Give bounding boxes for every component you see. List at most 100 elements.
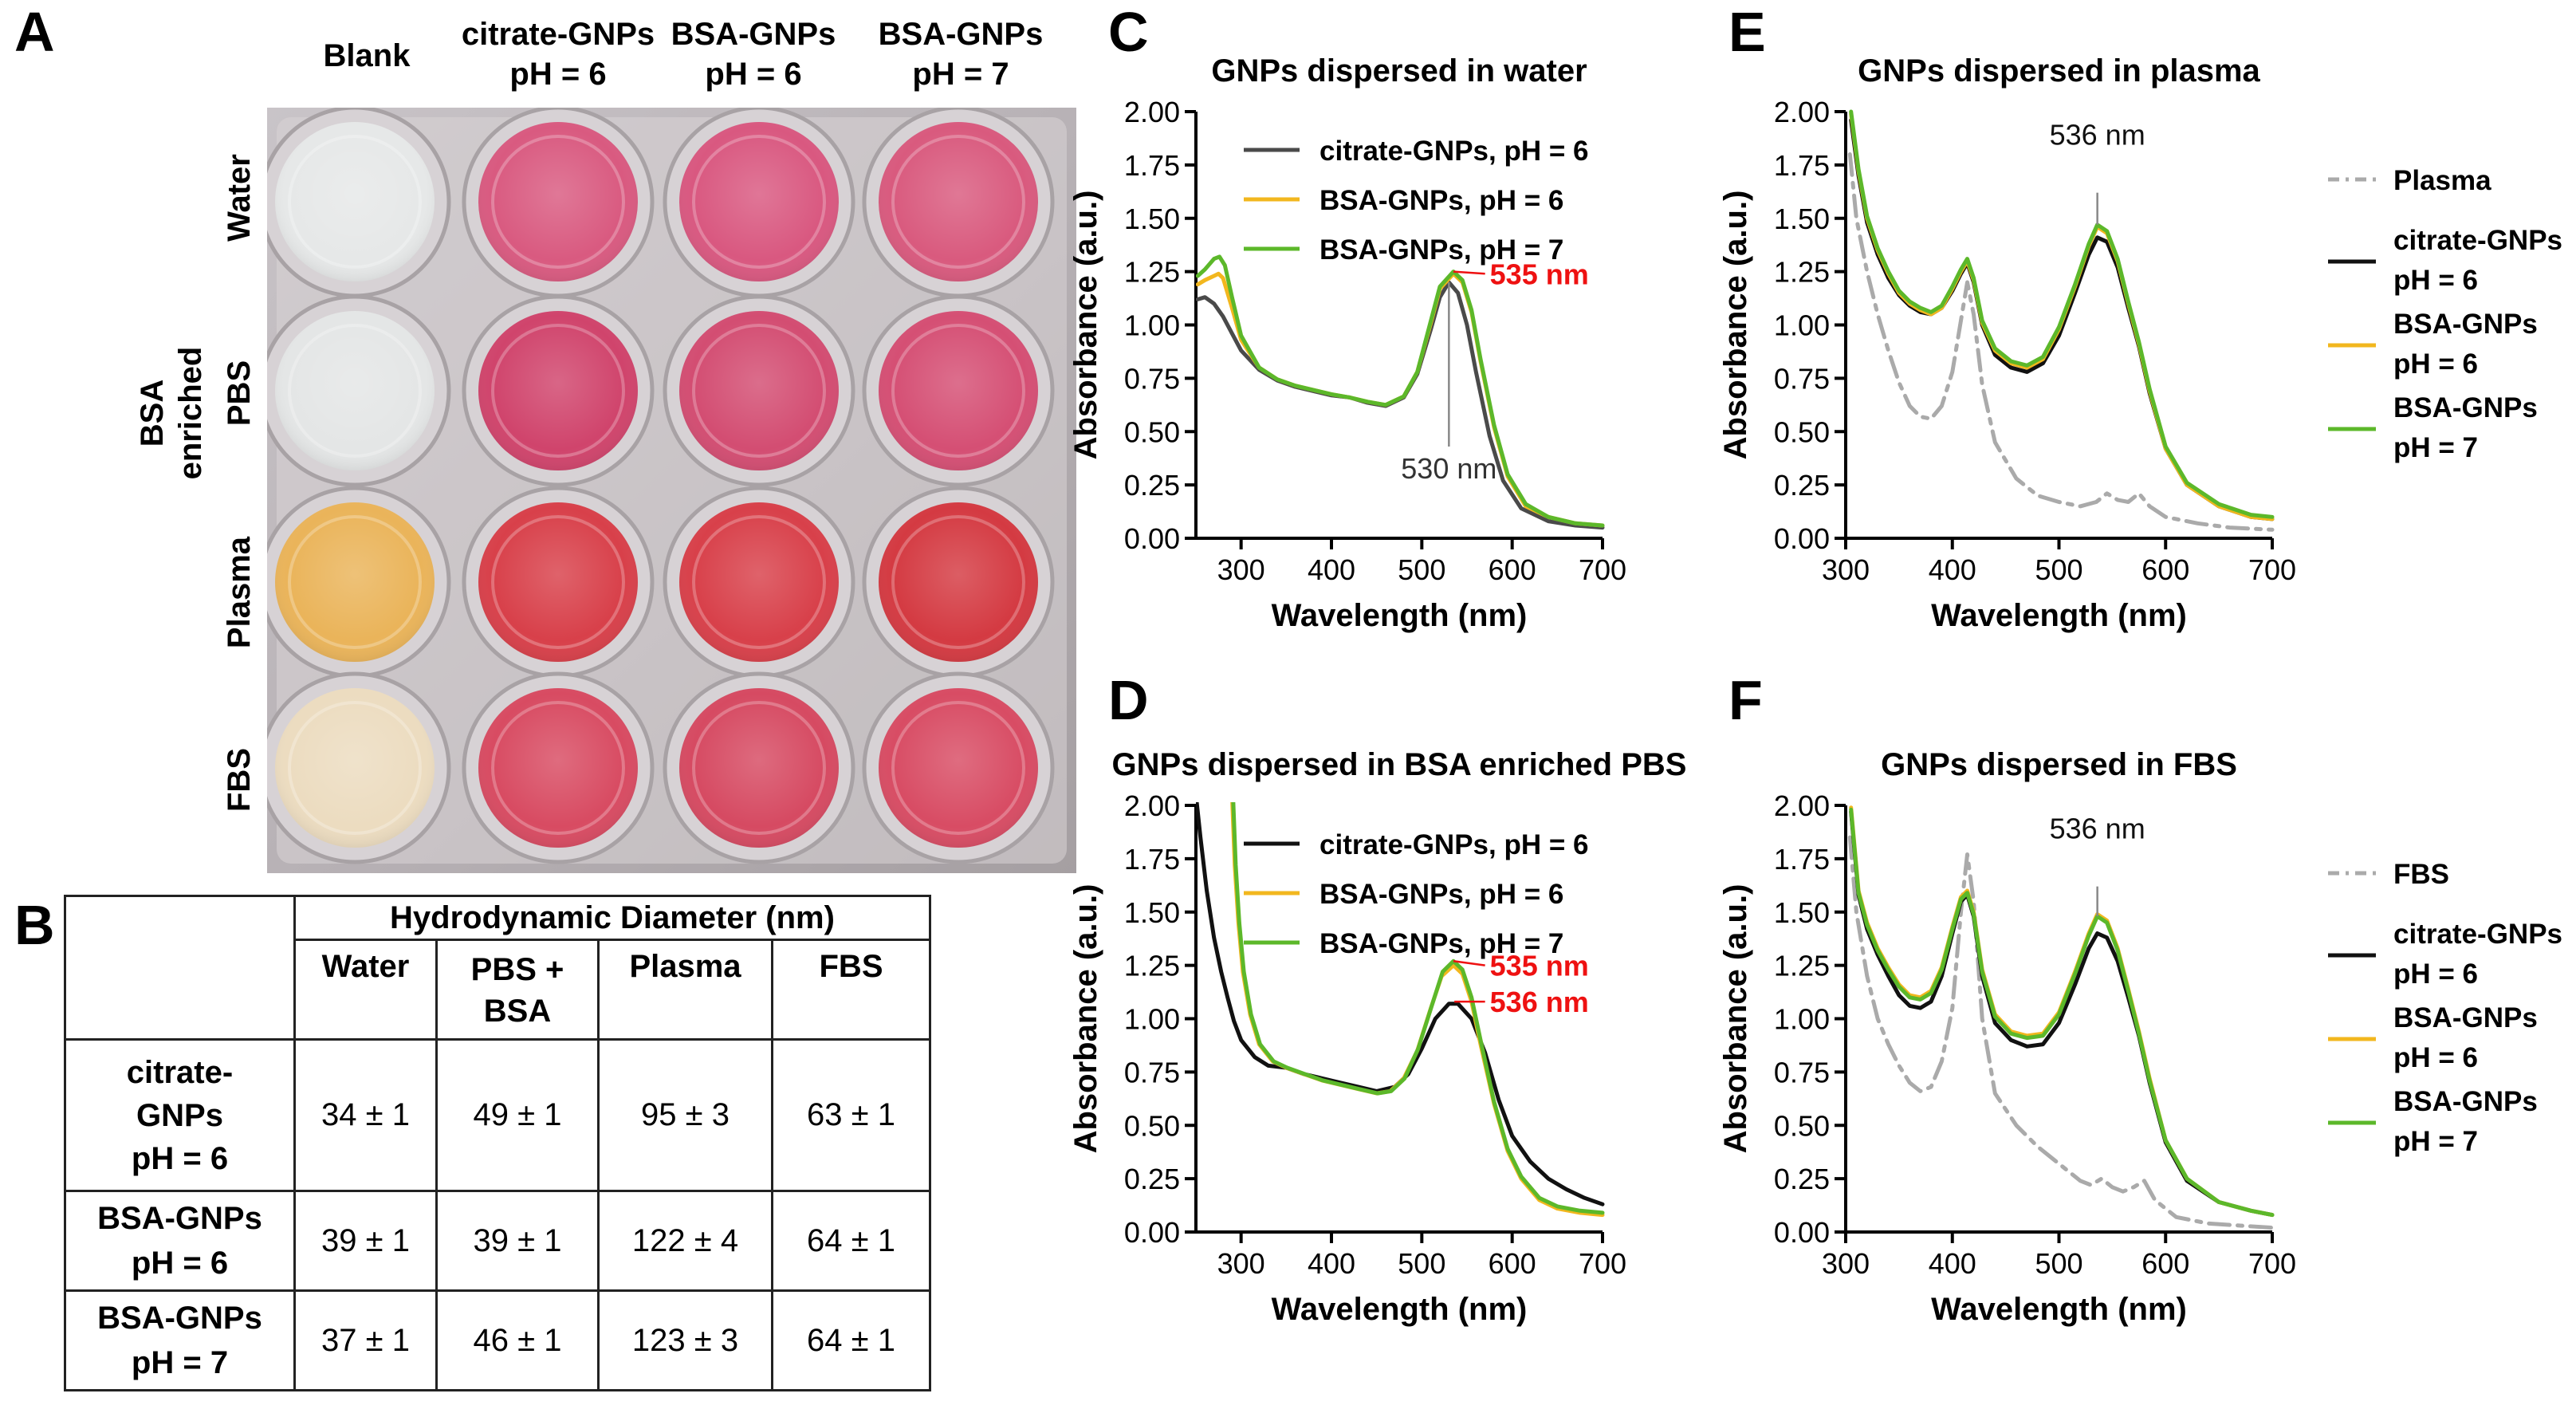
series-line [1847,835,2275,1230]
x-axis-label: Wavelength (nm) [1272,1292,1528,1327]
table-cell: 95 ± 3 [597,1038,773,1192]
y-tick-label: 1.00 [1774,1003,1830,1036]
x-tick-label: 300 [1822,1247,1870,1280]
y-axis-label: Absorbance (a.u.) [1068,191,1103,460]
y-tick-label: 0.75 [1124,362,1180,395]
chart-title: GNPs dispersed in FBS [1881,747,2237,782]
table-corner [64,895,296,1041]
panel-label-b: B [14,894,55,956]
y-tick-label: 2.00 [1124,96,1180,128]
legend-label: BSA-GNPs, pH = 7 [1319,928,1563,959]
x-tick-label: 300 [1217,553,1265,586]
y-tick-label: 0.50 [1774,415,1830,448]
y-tick-label: 1.75 [1124,149,1180,182]
series-line [1847,152,2275,532]
photo-row-label-pbs: PBS [222,360,257,427]
y-tick-label: 0.00 [1124,1216,1180,1249]
x-tick-label: 500 [1398,1247,1445,1280]
legend-label: citrate-GNPs pH = 6 [2393,919,2562,990]
table-cell: 39 ± 1 [293,1190,438,1292]
table-col-header: Water [293,939,438,1041]
legend-label: citrate-GNPs pH = 6 [2393,225,2562,296]
legend-label: Plasma [2393,165,2491,196]
legend-label: BSA-GNPs, pH = 6 [1319,879,1563,910]
photo-row-label-fbs: FBS [222,748,257,812]
table-cell: 64 ± 1 [771,1190,931,1292]
y-tick-label: 2.00 [1774,96,1830,128]
panel-label-e: E [1728,1,1766,63]
panel-label-d: D [1108,669,1149,731]
x-tick-label: 500 [2035,1247,2082,1280]
chart-title: GNPs dispersed in plasma [1858,53,2260,89]
legend-label: BSA-GNPs pH = 6 [2393,1002,2538,1073]
y-tick-label: 1.75 [1774,843,1830,876]
table-row-label: BSA-GNPs pH = 7 [64,1289,296,1391]
x-tick-label: 300 [1822,553,1870,586]
annotation-label: 535 nm [1490,258,1589,290]
x-tick-label: 500 [2035,553,2082,586]
y-tick-label: 1.75 [1774,149,1830,182]
series-line [1196,280,1605,530]
annotation-label: 530 nm [1401,452,1496,485]
series-line [1231,802,1605,1215]
panel-label-c: C [1108,1,1149,63]
legend-label: BSA-GNPs pH = 7 [2393,392,2538,463]
y-tick-label: 1.50 [1124,203,1180,235]
table-row: citrate- GNPs pH = 6 34 ± 1 49 ± 1 95 ± … [64,1038,931,1192]
y-tick-label: 1.00 [1124,1003,1180,1036]
photo-col-label-bsa-ph6: BSA-GNPs pH = 6 [671,17,836,92]
chart-title: GNPs dispersed in BSA enriched PBS [1112,747,1687,782]
y-tick-label: 0.75 [1774,1056,1830,1088]
x-tick-label: 600 [2141,553,2189,586]
y-tick-label: 0.25 [1124,1163,1180,1195]
table-header-title: Hydrodynamic Diameter (nm) [293,895,931,941]
y-tick-label: 1.50 [1774,896,1830,929]
photo-row-label-bsa-enriched: BSA enriched [135,346,208,480]
chart-f-fbs: GNPs dispersed in FBS 0.00 0.25 0.50 0.75 1.0… [1718,747,2562,1327]
legend-label: BSA-GNPs pH = 7 [2393,1086,2538,1157]
table-cell: 122 ± 4 [597,1190,773,1292]
y-tick-label: 0.00 [1774,1216,1830,1249]
table-row-label: citrate- GNPs pH = 6 [64,1038,296,1192]
y-tick-label: 0.50 [1124,415,1180,448]
y-tick-label: 2.00 [1124,789,1180,822]
series-line [1849,809,2275,1218]
photo-row-label-water: Water [222,154,257,242]
legend-label: FBS [2393,859,2449,890]
y-tick-label: 1.25 [1124,950,1180,982]
panel-label-f: F [1728,669,1763,731]
chart-e-plasma: GNPs dispersed in plasma 0.00 0.25 0.50 0.75… [1718,53,2562,633]
y-tick-label: 1.00 [1124,309,1180,342]
photo-col-label-citrate: citrate-GNPs pH = 6 [461,17,655,92]
table-cell: 46 ± 1 [435,1289,600,1391]
table-cell: 123 ± 3 [597,1289,773,1391]
y-tick-label: 0.25 [1774,469,1830,502]
y-axis-label: Absorbance (a.u.) [1718,191,1753,460]
photo-col-label-bsa-ph7: BSA-GNPs pH = 7 [878,17,1044,92]
chart-d-bsa-pbs: GNPs dispersed in BSA enriched PBS 0.00 0.… [1068,747,1687,1327]
x-axis-label: Wavelength (nm) [1272,598,1528,633]
table-row: BSA-GNPs pH = 6 39 ± 1 39 ± 1 122 ± 4 64… [64,1190,931,1292]
legend-label: BSA-GNPs, pH = 7 [1319,234,1563,266]
x-tick-label: 700 [2248,1247,2296,1280]
annotation-leader [1453,960,1485,966]
table-cell: 63 ± 1 [771,1038,931,1192]
legend-label: citrate-GNPs, pH = 6 [1319,829,1588,860]
series-line [1196,254,1605,528]
x-tick-label: 400 [1308,1247,1355,1280]
table-row: BSA-GNPs pH = 7 37 ± 1 46 ± 1 123 ± 3 64… [64,1289,931,1391]
y-axis-label: Absorbance (a.u.) [1068,884,1103,1154]
y-tick-label: 1.50 [1774,203,1830,235]
legend-label: BSA-GNPs, pH = 6 [1319,185,1563,216]
y-tick-label: 0.25 [1124,469,1180,502]
y-axis-label: Absorbance (a.u.) [1718,884,1753,1154]
y-tick-label: 0.50 [1774,1109,1830,1142]
y-tick-label: 0.00 [1124,522,1180,555]
x-tick-label: 600 [2141,1247,2189,1280]
y-tick-label: 1.25 [1774,950,1830,982]
x-tick-label: 700 [1579,1247,1626,1280]
y-tick-label: 0.50 [1124,1109,1180,1142]
table-cell: 49 ± 1 [435,1038,600,1192]
y-tick-label: 1.25 [1124,256,1180,289]
x-tick-label: 700 [1579,553,1626,586]
